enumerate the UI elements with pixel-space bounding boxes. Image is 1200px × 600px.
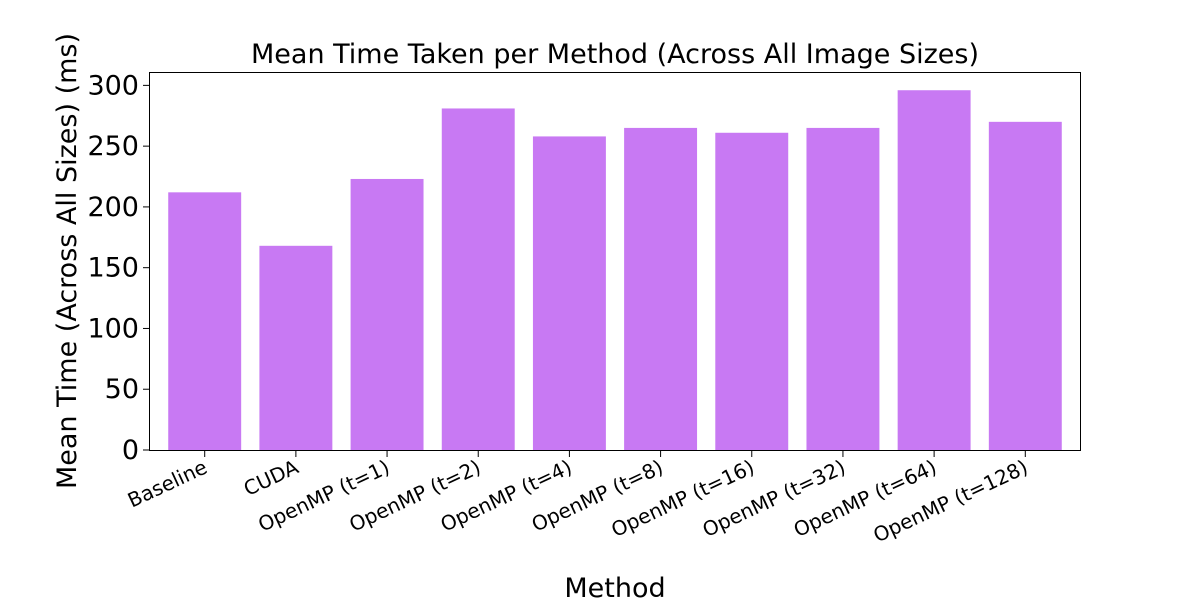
bar-3 [441,108,515,451]
y-axis: 0 50 100 150 200 250 300 [87,70,150,466]
y-tick-label-1: 50 [105,374,139,405]
bar-0 [168,192,242,450]
bar-7 [806,127,880,450]
bar-1 [259,245,333,450]
x-tick-label-1: CUDA [240,455,302,501]
y-tick-label-4: 200 [87,192,139,223]
chart-title: Mean Time Taken per Method (Across All I… [251,39,979,70]
bars-group [168,90,1062,451]
y-tick-label-2: 100 [87,313,139,344]
y-tick-label-3: 150 [87,253,139,284]
bar-8 [897,90,971,451]
y-axis-label: Mean Time (Across All Sizes) (ms) [52,33,83,489]
y-tick-label-6: 300 [87,70,139,101]
bar-9 [988,121,1062,450]
bar-6 [715,132,789,450]
bar-2 [350,178,424,451]
x-axis-label: Method [564,573,665,600]
bar-5 [624,127,698,450]
y-tick-label-0: 0 [122,435,139,466]
bar-4 [532,136,606,450]
x-tick-label-9: OpenMP (t=128) [869,455,1031,548]
plot-frame [149,72,1081,451]
y-tick-label-5: 250 [87,131,139,162]
